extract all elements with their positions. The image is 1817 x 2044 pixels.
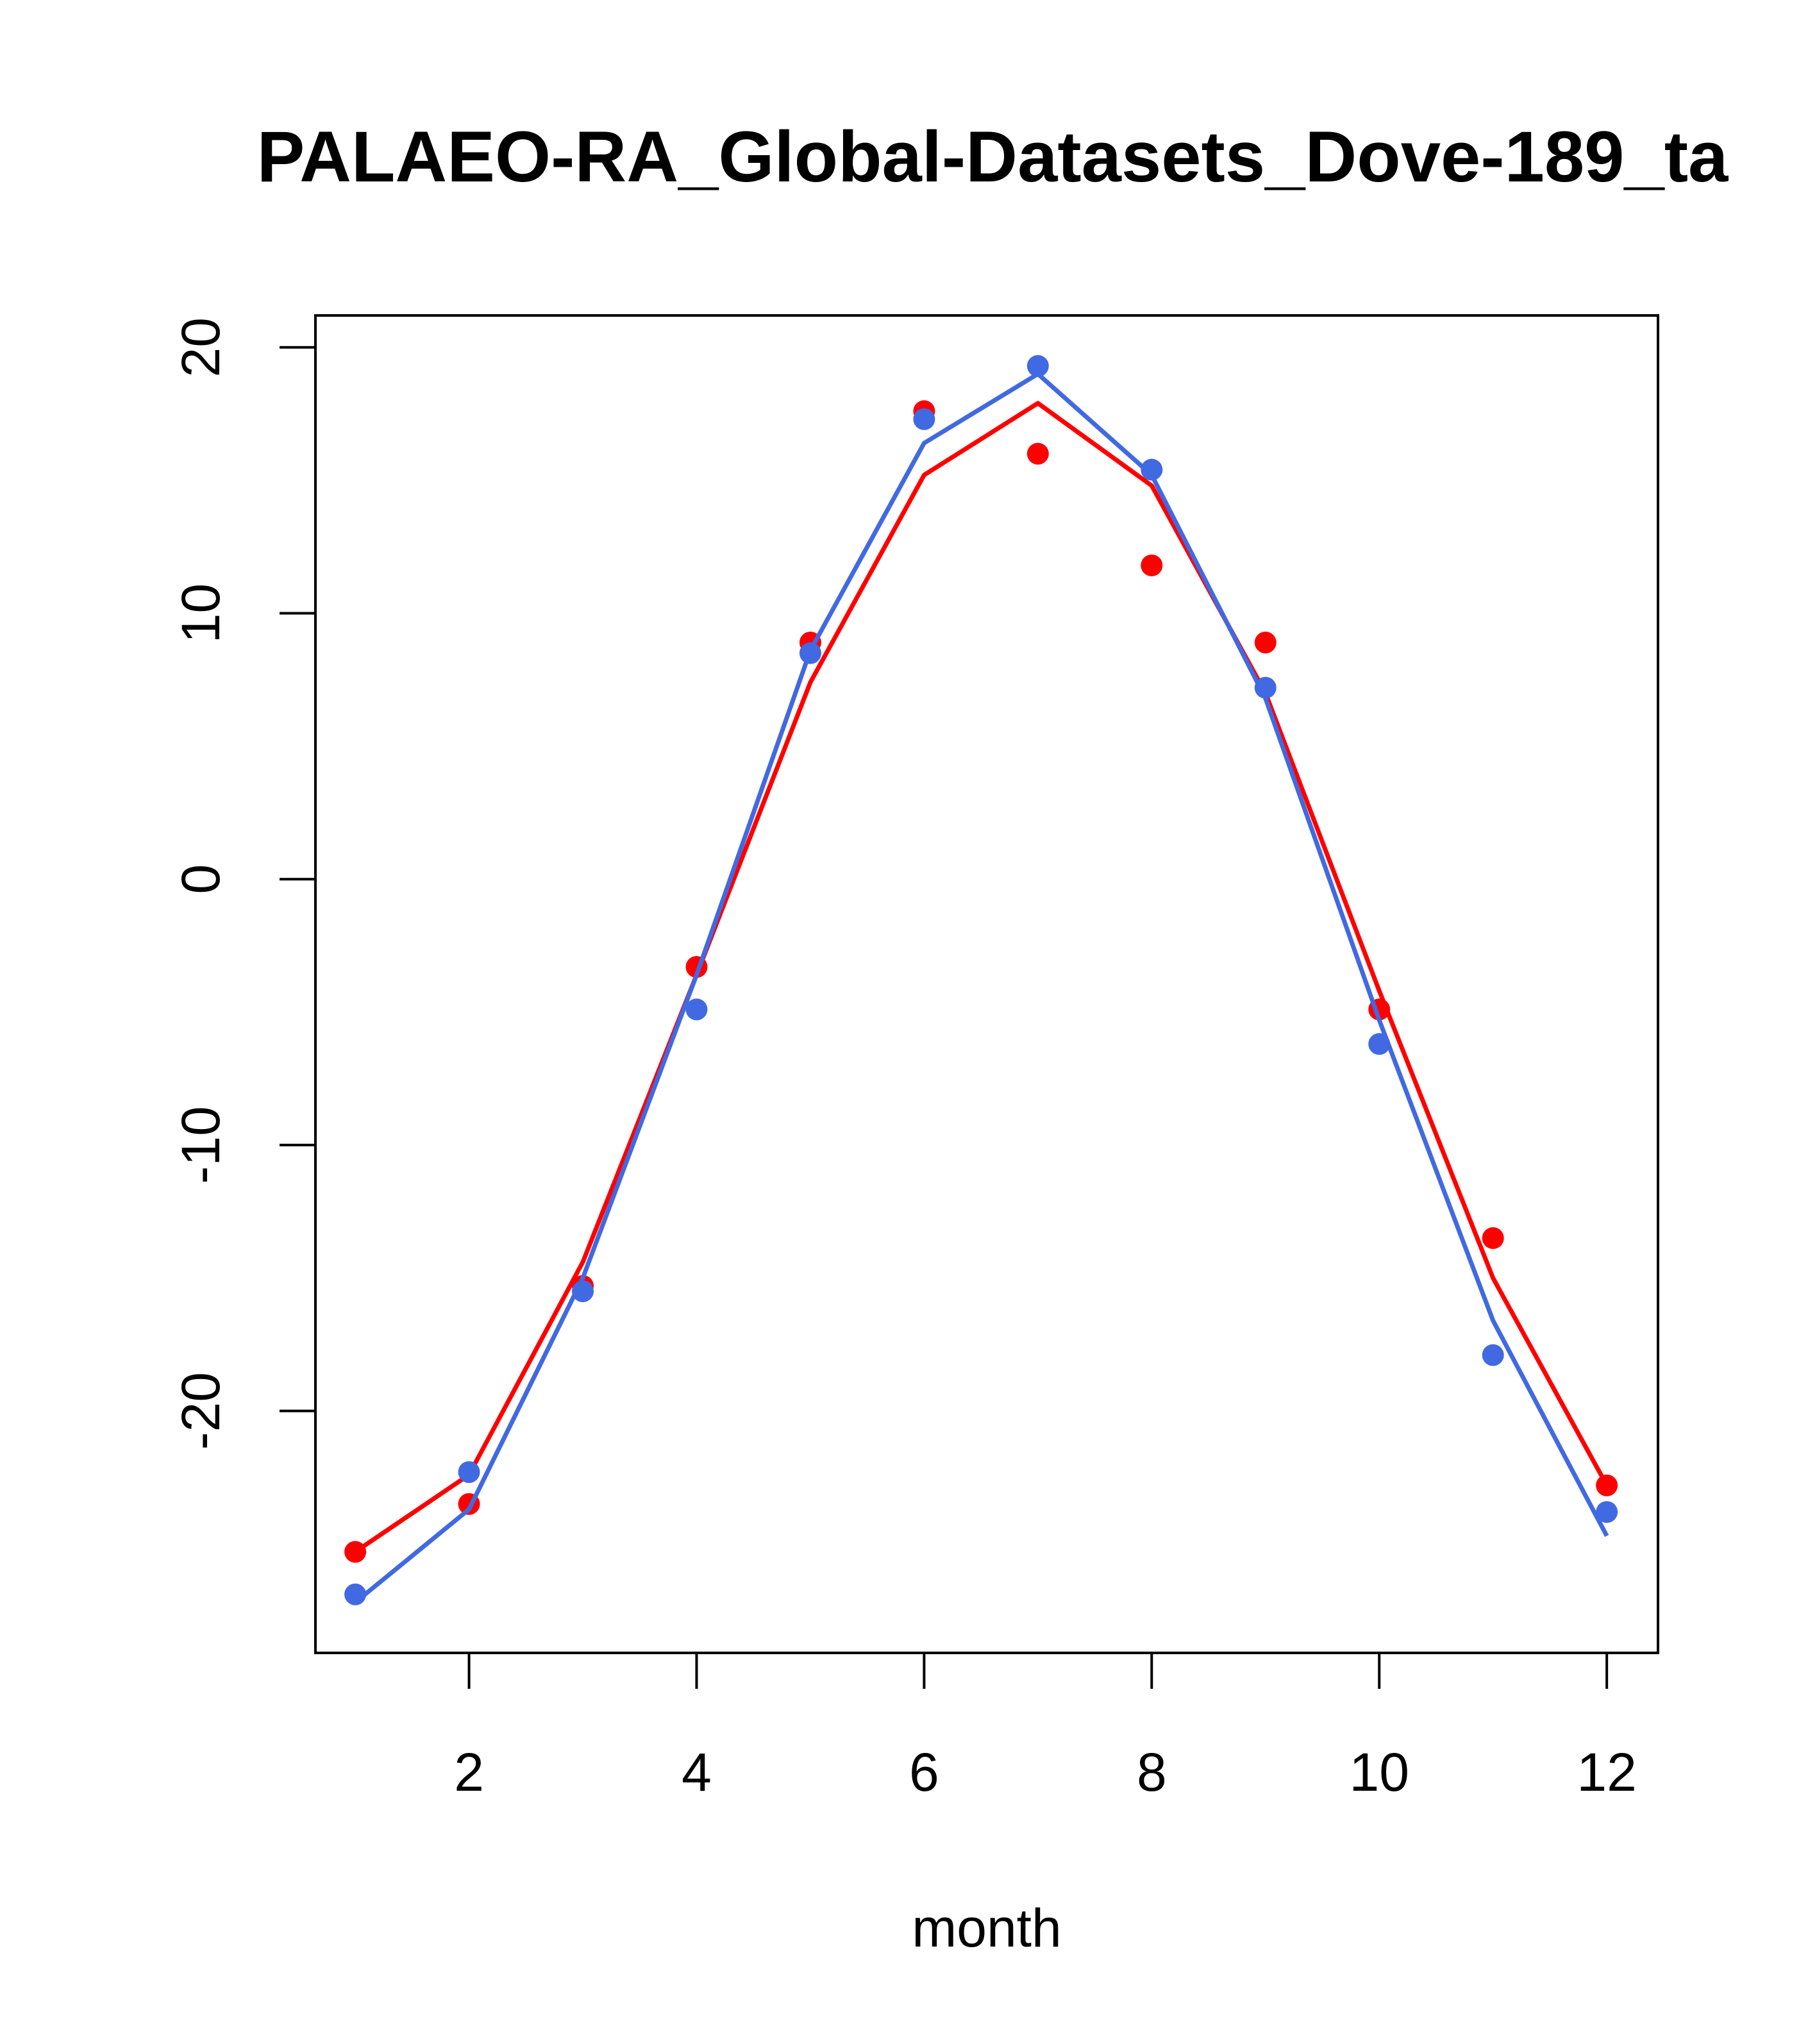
y-axis: -20 -10 0 10 20 [171,317,315,1450]
data-point [1141,554,1163,576]
data-point [1141,458,1163,481]
y-tick-label: -10 [171,1106,231,1184]
data-point [913,408,935,430]
x-tick-label: 4 [682,1742,712,1802]
y-tick-label: 10 [171,583,231,643]
y-tick-label: -20 [171,1372,231,1450]
series-line [354,401,1609,1554]
series-2 [344,355,1618,1605]
y-tick-label: 20 [171,317,231,377]
data-point [799,642,821,664]
series-layer [344,355,1618,1605]
x-tick-label: 10 [1350,1742,1409,1802]
data-point [1254,632,1277,654]
x-tick-label: 8 [1137,1742,1167,1802]
data-point [572,1280,594,1302]
x-tick-label: 6 [909,1742,939,1802]
data-point [1482,1227,1504,1250]
x-tick-label: 12 [1577,1742,1636,1802]
data-point [685,998,708,1021]
data-point [1368,1033,1391,1055]
data-point [344,1583,367,1605]
x-axis-label: month [912,1898,1061,1958]
data-point [1026,355,1049,377]
chart-title: PALAEO-RA_Global-Datasets_Dove-189_ta [257,117,1729,197]
data-point [1596,1474,1618,1496]
plot-frame [314,314,1659,1654]
data-point [458,1461,480,1483]
data-point [1482,1344,1504,1366]
data-point [1596,1501,1618,1523]
y-tick-label: 0 [171,864,231,894]
series-line [353,371,1609,1604]
data-point [1026,442,1049,465]
x-tick-label: 2 [454,1742,484,1802]
series-1 [344,400,1618,1563]
x-axis: 2 4 6 8 10 12 [454,1653,1637,1802]
data-point [344,1541,367,1563]
data-point [1254,676,1277,699]
